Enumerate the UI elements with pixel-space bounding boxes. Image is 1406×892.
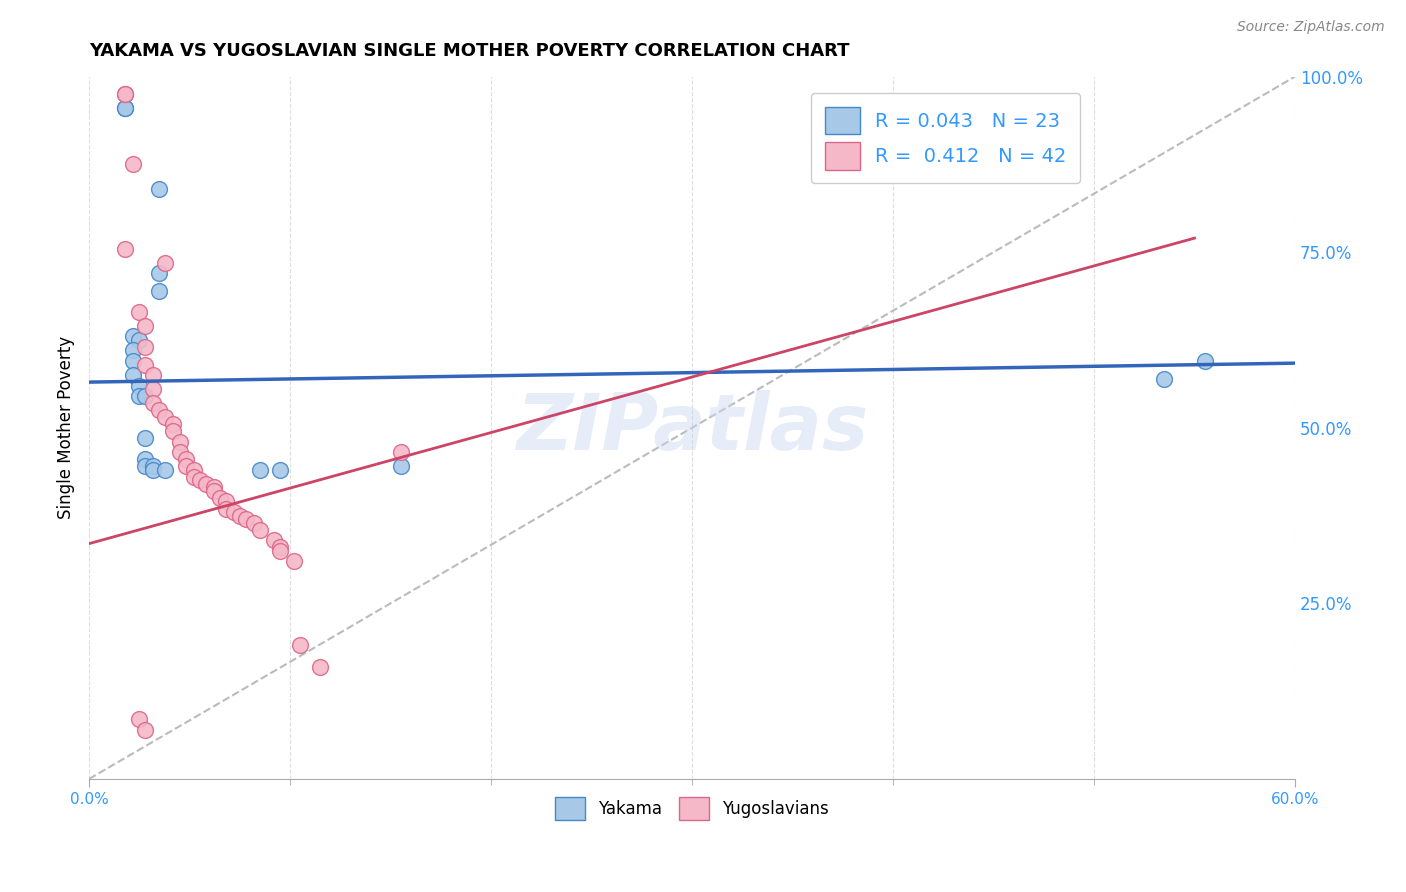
Point <box>134 358 156 372</box>
Point <box>155 463 177 477</box>
Point <box>235 512 257 526</box>
Point <box>174 452 197 467</box>
Point <box>142 368 165 382</box>
Point <box>114 101 136 115</box>
Point <box>148 266 170 280</box>
Point <box>128 305 150 319</box>
Point <box>134 431 156 445</box>
Point <box>188 474 211 488</box>
Point <box>122 343 145 358</box>
Legend: Yakama, Yugoslavians: Yakama, Yugoslavians <box>541 783 842 834</box>
Point <box>134 318 156 333</box>
Point <box>215 501 238 516</box>
Point <box>288 639 311 653</box>
Point <box>269 540 291 554</box>
Point <box>122 368 145 382</box>
Point <box>208 491 231 505</box>
Point <box>114 87 136 102</box>
Point <box>283 554 305 568</box>
Text: YAKAMA VS YUGOSLAVIAN SINGLE MOTHER POVERTY CORRELATION CHART: YAKAMA VS YUGOSLAVIAN SINGLE MOTHER POVE… <box>89 42 849 60</box>
Point <box>114 101 136 115</box>
Point <box>269 543 291 558</box>
Point <box>134 389 156 403</box>
Point <box>134 340 156 354</box>
Text: Source: ZipAtlas.com: Source: ZipAtlas.com <box>1237 20 1385 34</box>
Point <box>215 494 238 508</box>
Point <box>249 523 271 537</box>
Point <box>249 463 271 477</box>
Point <box>128 378 150 392</box>
Point <box>122 329 145 343</box>
Point <box>155 410 177 425</box>
Point <box>222 505 245 519</box>
Point <box>142 382 165 396</box>
Point <box>128 389 150 403</box>
Point <box>134 723 156 737</box>
Point <box>169 434 191 449</box>
Point <box>122 354 145 368</box>
Point <box>142 463 165 477</box>
Text: ZIPatlas: ZIPatlas <box>516 390 868 466</box>
Point <box>243 516 266 530</box>
Point <box>389 445 412 459</box>
Point <box>309 659 332 673</box>
Y-axis label: Single Mother Poverty: Single Mother Poverty <box>58 336 75 519</box>
Point <box>148 403 170 417</box>
Point <box>134 452 156 467</box>
Point <box>114 242 136 256</box>
Point <box>148 182 170 196</box>
Point <box>183 470 205 484</box>
Point <box>162 417 184 432</box>
Point <box>1194 354 1216 368</box>
Point <box>269 463 291 477</box>
Point <box>202 483 225 498</box>
Point <box>142 459 165 474</box>
Point <box>128 333 150 347</box>
Point <box>122 157 145 171</box>
Point <box>169 445 191 459</box>
Point <box>263 533 285 548</box>
Point <box>1153 371 1175 385</box>
Point <box>194 477 217 491</box>
Point <box>134 459 156 474</box>
Point <box>202 480 225 494</box>
Point <box>114 87 136 102</box>
Point <box>174 459 197 474</box>
Point <box>142 396 165 410</box>
Point <box>148 284 170 298</box>
Point <box>155 256 177 270</box>
Point <box>229 508 252 523</box>
Point <box>389 459 412 474</box>
Point <box>183 463 205 477</box>
Point <box>128 712 150 726</box>
Point <box>162 424 184 438</box>
